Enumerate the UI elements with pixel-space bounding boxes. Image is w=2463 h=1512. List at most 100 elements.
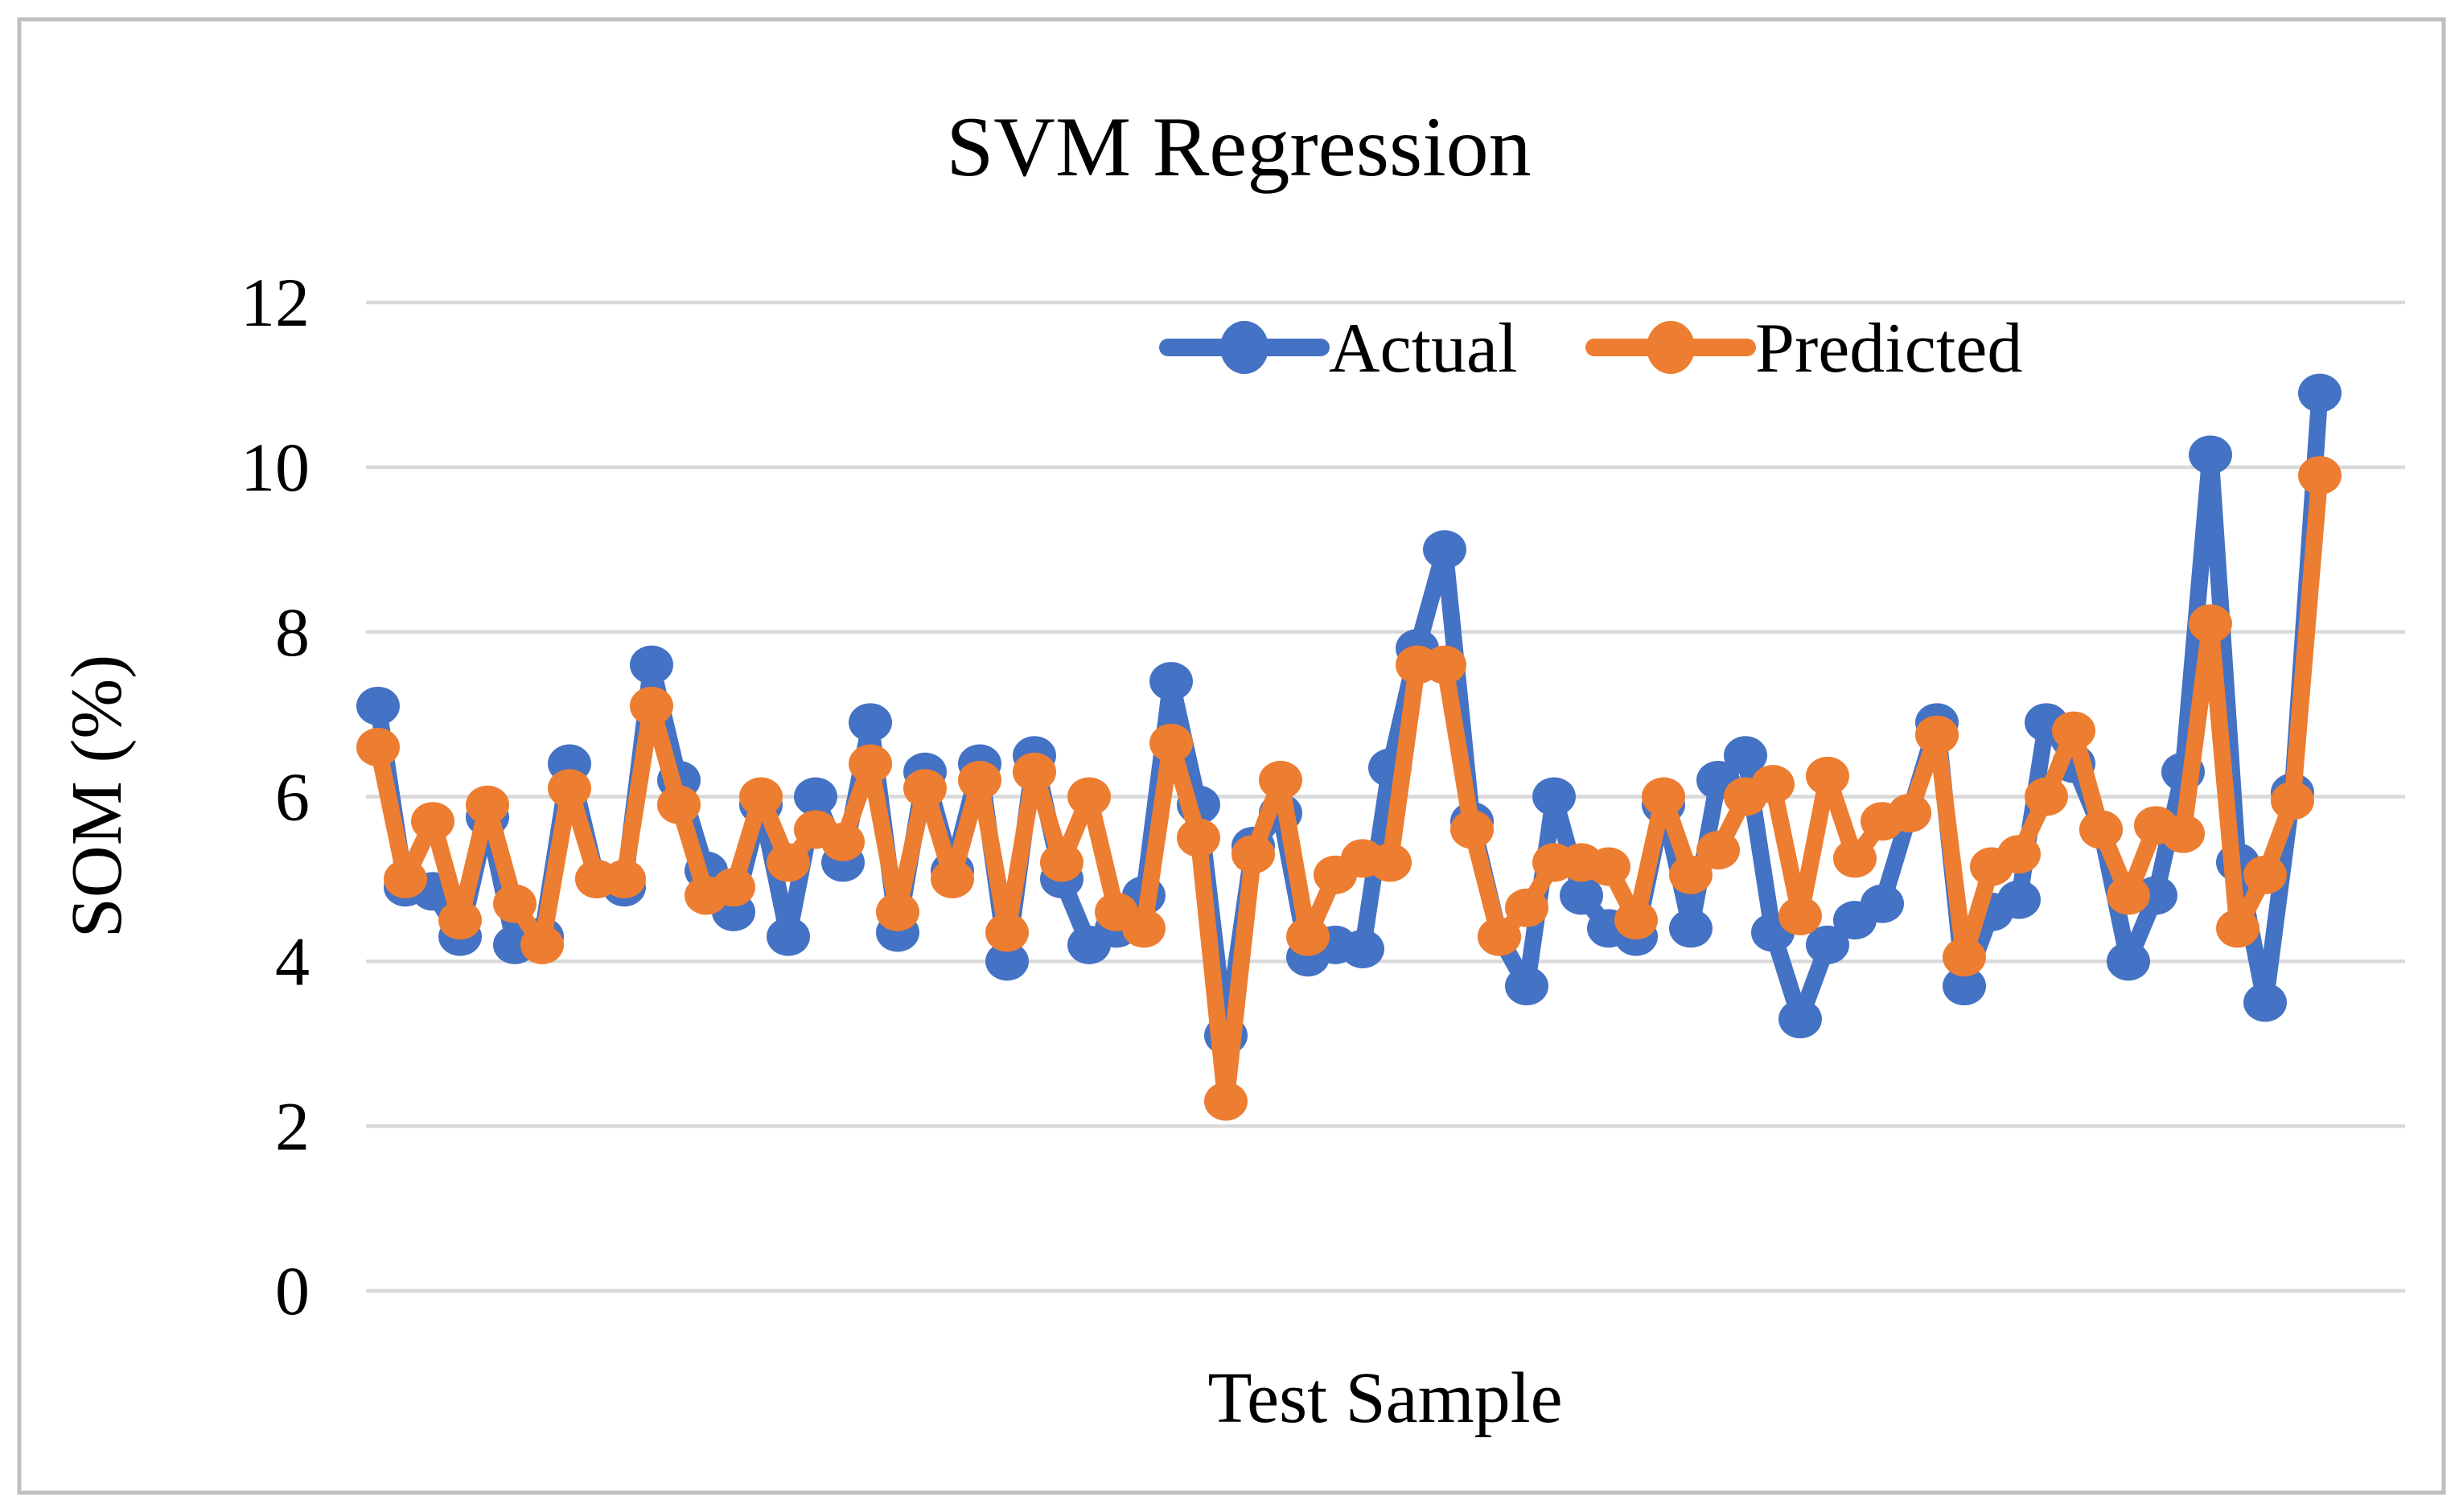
predicted-marker [1423, 645, 1466, 684]
predicted-marker [1997, 835, 2041, 874]
actual-marker [767, 917, 810, 956]
actual-marker [1997, 880, 2041, 919]
predicted-marker [1614, 901, 1658, 940]
predicted-marker [1943, 938, 1986, 977]
predicted-marker [1286, 917, 1330, 956]
predicted-marker [1067, 777, 1111, 816]
figure-border [17, 17, 2446, 1495]
legend-predicted-marker-icon [1647, 321, 1695, 374]
y-tick-label: 8 [275, 594, 310, 671]
predicted-marker [849, 744, 892, 783]
predicted-marker [1642, 777, 1685, 816]
predicted-marker [767, 843, 810, 882]
actual-marker [630, 645, 673, 684]
predicted-marker [1368, 843, 1412, 882]
predicted-marker [1177, 818, 1220, 857]
y-tick-label: 2 [275, 1087, 310, 1165]
predicted-marker [1833, 839, 1877, 878]
y-tick-label: 10 [241, 429, 310, 506]
actual-marker [2107, 942, 2150, 981]
predicted-marker [958, 761, 1001, 800]
predicted-marker [1696, 831, 1740, 870]
predicted-marker [903, 769, 947, 808]
predicted-marker [657, 785, 701, 824]
predicted-marker [2298, 456, 2342, 495]
predicted-marker [739, 777, 783, 816]
predicted-marker [1259, 761, 1302, 800]
predicted-marker [2243, 855, 2287, 894]
predicted-marker [2079, 810, 2123, 849]
predicted-marker [1778, 897, 1822, 936]
predicted-marker [821, 822, 865, 861]
predicted-marker [520, 925, 564, 964]
actual-marker [1149, 662, 1193, 701]
predicted-marker [1915, 715, 1959, 754]
predicted-marker [2107, 876, 2150, 915]
gridlines-group [366, 300, 2405, 1293]
legend-actual-marker-icon [1220, 321, 1269, 374]
actual-marker [1560, 876, 1603, 915]
predicted-marker [384, 859, 427, 898]
actual-marker [1724, 736, 1767, 775]
predicted-marker [438, 901, 482, 940]
predicted-marker [712, 868, 755, 907]
predicted-marker [1669, 855, 1713, 894]
actual-marker [2243, 983, 2287, 1022]
predicted-marker [1204, 1082, 1248, 1121]
y-axis-title: SOM (%) [57, 655, 137, 939]
predicted-marker [2271, 781, 2314, 820]
predicted-marker [356, 728, 400, 767]
predicted-marker [1450, 810, 1494, 849]
actual-marker [356, 686, 400, 725]
predicted-marker [1806, 756, 1849, 795]
predicted-marker [548, 769, 591, 808]
actual-marker [2189, 435, 2232, 475]
actual-marker [1505, 967, 1548, 1006]
y-tick-label: 6 [275, 758, 310, 836]
predicted-marker [630, 686, 673, 725]
predicted-marker [876, 892, 919, 931]
actual-marker [985, 942, 1029, 981]
actual-marker [1341, 929, 1384, 968]
predicted-marker [1040, 843, 1083, 882]
legend: Actual Predicted [1159, 310, 2022, 388]
predicted-marker [1122, 909, 1166, 948]
predicted-marker [2052, 711, 2095, 750]
actual-marker [2298, 373, 2342, 413]
legend-actual-label: Actual [1329, 310, 1518, 388]
predicted-marker [985, 913, 1029, 952]
legend-predicted-label: Predicted [1755, 310, 2022, 388]
actual-marker [1669, 909, 1713, 948]
predicted-marker [2189, 604, 2232, 643]
predicted-marker [466, 785, 509, 824]
y-tick-label: 12 [241, 264, 310, 341]
predicted-marker [1478, 917, 1521, 956]
actual-marker [1806, 925, 1849, 964]
predicted-marker [1587, 847, 1630, 886]
actual-marker [1778, 1000, 1822, 1039]
actual-marker [1532, 777, 1576, 816]
predicted-marker [2025, 777, 2068, 816]
x-axis-title: Test Sample [1207, 1358, 1562, 1438]
predicted-marker [1888, 793, 1931, 832]
predicted-marker [411, 802, 454, 841]
predicted-marker [931, 859, 974, 898]
actual-marker [1423, 530, 1466, 569]
series-predicted [356, 456, 2342, 1121]
predicted-marker [602, 859, 646, 898]
actual-marker [849, 703, 892, 742]
chart-title: SVM Regression [946, 100, 1531, 194]
actual-marker [794, 777, 837, 816]
predicted-marker [1232, 835, 1275, 874]
series-group [356, 373, 2342, 1121]
predicted-marker [1505, 888, 1548, 927]
y-tick-labels-group: 0 2 4 6 8 10 12 [241, 264, 310, 1329]
y-tick-label: 0 [275, 1252, 310, 1329]
actual-marker [1943, 967, 1986, 1006]
predicted-marker [493, 884, 537, 923]
y-tick-label: 4 [275, 923, 310, 1000]
legend-item-predicted: Predicted [1585, 310, 2022, 388]
